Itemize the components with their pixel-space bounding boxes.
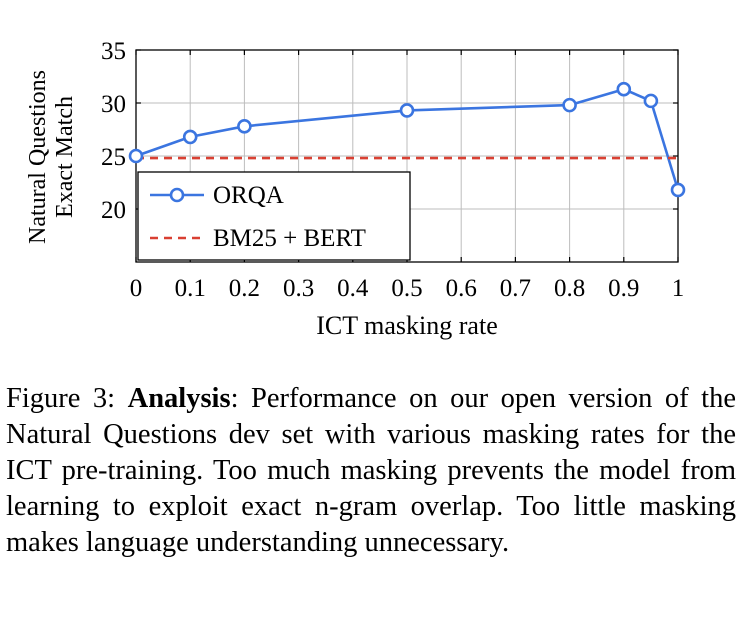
orqa-data-point	[670, 182, 686, 198]
x-tick-label: 0.9	[608, 275, 639, 302]
y-tick-label: 20	[101, 197, 126, 224]
orqa-data-point	[128, 148, 144, 164]
y-tick-label: 25	[101, 144, 126, 171]
y-tick-label: 30	[101, 91, 126, 118]
chart: 0 0.1 0.2 0.3 0.4 0.5 0.6 0.7 0.8 0.9 1 20 25 30 35 I…	[25, 38, 686, 340]
legend: ORQA BM25 + BERT	[137, 171, 411, 261]
orqa-data-point	[562, 97, 577, 113]
caption-bold: Analysis	[127, 383, 231, 414]
legend-orqa-marker	[169, 187, 185, 203]
orqa-data-point	[182, 129, 198, 145]
x-tick-label: 0.8	[554, 275, 585, 302]
x-tick-label: 0.6	[446, 275, 477, 302]
x-tick-label: 0.7	[500, 275, 531, 302]
y-axis-label-line1: Natural Questions	[25, 70, 51, 244]
legend-orqa-label: ORQA	[213, 182, 284, 209]
orqa-data-point	[237, 119, 252, 134]
x-tick-label: 1	[672, 275, 685, 302]
x-tick-label: 0	[130, 275, 143, 302]
orqa-data-point	[643, 93, 659, 109]
x-tick-label: 0.3	[283, 275, 314, 302]
caption-label: Figure 3:	[6, 383, 116, 414]
orqa-data-point	[616, 81, 632, 97]
y-tick-label: 35	[101, 38, 126, 65]
caption-text: : Performance on our open version of the…	[6, 383, 737, 558]
legend-bm25-label: BM25 + BERT	[213, 225, 366, 252]
legend-box	[137, 171, 411, 261]
y-axis-label-line2: Exact Match	[52, 96, 78, 218]
x-tick-label: 0.5	[391, 275, 422, 302]
x-tick-label: 0.4	[337, 275, 369, 302]
figure-caption: Figure 3: Analysis: Performance on our o…	[6, 381, 736, 561]
y-tick-labels: 20 25 30 35	[101, 38, 126, 224]
x-tick-label: 0.2	[229, 275, 260, 302]
x-axis-label: ICT masking rate	[316, 311, 497, 340]
orqa-data-point	[399, 103, 415, 118]
x-tick-label: 0.1	[175, 275, 206, 302]
x-tick-labels: 0 0.1 0.2 0.3 0.4 0.5 0.6 0.7 0.8 0.9 1	[130, 275, 685, 302]
series-points	[128, 81, 686, 198]
